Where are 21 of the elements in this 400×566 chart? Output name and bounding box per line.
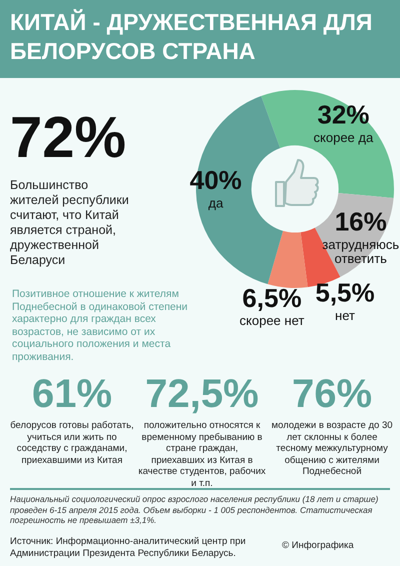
slice-label: скорее нет bbox=[240, 313, 304, 328]
text: Источник: Информационно-аналитический центр при Администрации Президента Республики Беларусь. bbox=[10, 536, 247, 560]
data-label: 16% bbox=[334, 206, 387, 237]
text: © Инфографика bbox=[282, 540, 354, 551]
text: положительно относятся к временному пребыванию в стране граждан, приехавших из Китая в качестве студентов, рабочих и т.п. bbox=[138, 420, 266, 489]
slice-label: скорее да bbox=[314, 130, 374, 145]
text: 72,5% bbox=[144, 372, 260, 416]
slice-label: да bbox=[208, 195, 224, 210]
slice-label: затрудняюсь ответить bbox=[322, 236, 400, 266]
text: Большинство жителей республики считают, что Китай является страной, дружественной Беларуси bbox=[10, 178, 130, 268]
chart-title: КИТАЙ - ДРУЖЕСТВЕННАЯ ДЛЯ БЕЛОРУСОВ СТРАНА bbox=[10, 8, 374, 66]
text: Национальный социологический опрос взрослого населения республики (18 лет и старше) проведен 6-15 апреля 2015 года. Объем выборки - 1 005 респондентов. Статистическая погрешность не превышает ±3,1%. bbox=[10, 494, 380, 526]
text: Позитивное отношение к жителям Поднебесной в одинаковой степени характерно для граждан всех возрастов, не зависимо от их социального положения и места проживания. bbox=[12, 288, 189, 363]
text: 76% bbox=[290, 372, 374, 416]
data-label: 5,5% bbox=[315, 278, 375, 308]
data-label: 6,5% bbox=[242, 282, 302, 313]
text: 61% bbox=[30, 372, 114, 416]
text: 72% bbox=[10, 104, 126, 171]
text: белорусов готовы работать, учиться или жить по соседству с гражданами, приехавшими из Китая bbox=[9, 420, 135, 466]
text: молодежи в возрасте до 30 лет склонны к более тесному межкультурному общению с жителями Поднебесной bbox=[270, 420, 394, 478]
slice-label: нет bbox=[335, 308, 355, 324]
